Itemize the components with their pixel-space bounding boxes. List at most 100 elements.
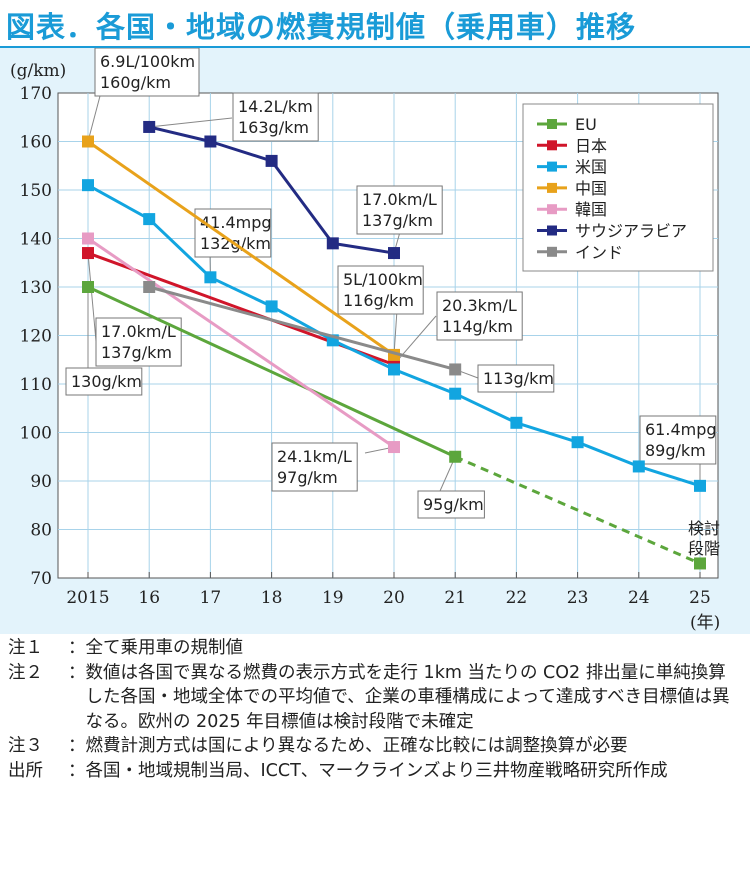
callout-text: 163g/km — [238, 118, 309, 137]
callout-box — [271, 442, 358, 492]
callout-text: 17.0km/L — [101, 322, 176, 341]
callout: 5L/100km 116g/km — [337, 265, 424, 355]
data-point — [326, 237, 339, 250]
x-tick-label: 17 — [200, 588, 222, 608]
callout-text: 6.9L/100km — [100, 52, 195, 71]
note-separator: ： — [68, 736, 86, 757]
note-text: 燃費計測方式は国により異なるため、正確な比較には調整換算が必要 — [85, 736, 628, 757]
x-tick-label: 2015 — [66, 588, 109, 608]
legend-label: サウジアラビア — [575, 222, 687, 241]
data-point — [694, 479, 706, 492]
x-tick-label: 23 — [567, 588, 589, 608]
callout-text: 137g/km — [101, 343, 172, 362]
callout-text: 14.2L/km — [238, 97, 313, 116]
series — [82, 135, 400, 361]
y-tick-label: 90 — [30, 472, 52, 492]
callout-box — [194, 208, 272, 258]
note-label: 出所 — [8, 760, 43, 781]
callout-text: 89g/km — [645, 441, 706, 460]
callout-text: 17.0km/L — [362, 190, 437, 209]
callout-leader — [87, 253, 97, 342]
legend-label: 中国 — [575, 179, 607, 198]
note-text: 全て乗用車の規制値 — [85, 638, 244, 658]
data-point — [143, 213, 156, 226]
series-line — [87, 285, 456, 459]
x-tick-label: 19 — [322, 588, 344, 608]
callout-text: 検討 — [688, 519, 720, 538]
title-bar: 図表．各国・地域の燃費規制値（乗用車）推移 — [0, 0, 750, 49]
x-tick-label: 21 — [444, 588, 466, 608]
callout-text: 114g/km — [442, 317, 513, 336]
x-tick-label: 24 — [628, 588, 650, 608]
data-point — [82, 232, 94, 245]
callout: 20.3km/L 114g/km — [393, 291, 523, 365]
series — [143, 120, 400, 260]
callout-text: 5L/100km — [343, 270, 423, 289]
data-point — [388, 363, 400, 376]
callout-text: 24.1km/L — [277, 447, 352, 466]
callout-leader — [393, 309, 398, 355]
series-line-dashed — [454, 455, 701, 565]
x-tick-label: 22 — [506, 588, 528, 608]
legend-label: EU — [575, 115, 597, 134]
callout: 17.0km/L 137g/km — [87, 253, 182, 367]
callout-text: 61.4mpg — [645, 420, 717, 439]
series — [82, 179, 706, 492]
note-text: 数値は各国で異なる燃費の表示方式を走行 1km 当たりの CO2 排出量に単純換… — [85, 662, 730, 732]
legend-marker — [547, 140, 557, 151]
data-point — [449, 450, 462, 463]
x-tick-label: 25 — [689, 588, 711, 608]
data-point — [571, 436, 584, 449]
series — [143, 281, 462, 376]
y-tick-label: 80 — [30, 521, 52, 541]
callout-text: 113g/km — [483, 369, 554, 388]
callout: 130g/km — [65, 287, 143, 396]
legend-marker — [547, 204, 557, 215]
series — [82, 232, 400, 454]
chart-area: 70 80 90 100 110 120 130 140 150 160 170 2015 16 17 18… — [0, 48, 750, 634]
data-point — [265, 300, 278, 313]
data-point — [204, 135, 217, 148]
callout: 14.2L/km 163g/km — [149, 92, 319, 142]
callout-text: 116g/km — [343, 291, 414, 310]
callout-text: 20.3km/L — [442, 296, 517, 315]
callout-text: 97g/km — [277, 468, 338, 487]
y-tick-label: 110 — [20, 375, 52, 395]
legend-marker — [547, 246, 557, 257]
note-label: 注３ — [8, 736, 43, 757]
callout: 6.9L/100km 160g/km — [87, 48, 200, 142]
page-title: 図表．各国・地域の燃費規制値（乗用車）推移 — [6, 10, 637, 44]
note-separator: ： — [68, 662, 86, 683]
x-tick-label: 18 — [261, 588, 283, 608]
callout-box — [639, 415, 717, 465]
callout: 17.0km/L 137g/km — [356, 185, 443, 254]
series-line — [148, 285, 456, 371]
callout-box — [232, 92, 319, 142]
data-point — [82, 247, 94, 260]
callout-text: 41.4mpg — [200, 213, 272, 232]
note-1: 注１ ： 全て乗用車の規制値 — [0, 636, 750, 661]
series-line — [87, 237, 395, 449]
y-tick-label: 100 — [20, 424, 52, 444]
notes-section: 注１ ： 全て乗用車の規制値 注２ ： 数値は各国で異なる燃費の表示方式を走行 … — [0, 636, 750, 889]
callout-leader — [393, 315, 437, 365]
data-point — [449, 363, 462, 376]
data-point — [388, 441, 400, 454]
x-unit-label: (年) — [690, 613, 720, 633]
callout-box — [356, 185, 443, 235]
x-tick-label: 16 — [138, 588, 160, 608]
callout-text: 段階 — [688, 539, 720, 558]
callout: 検討段階 — [688, 519, 720, 558]
y-tick-label: 170 — [20, 84, 52, 104]
series-line — [87, 140, 395, 357]
x-tick-label: 20 — [383, 588, 405, 608]
legend-marker — [547, 119, 557, 129]
callout-box — [436, 291, 523, 341]
callout-box — [477, 364, 555, 393]
callout-box — [95, 317, 182, 367]
data-point — [143, 120, 156, 133]
data-point — [82, 179, 94, 192]
legend-label: 韓国 — [575, 200, 607, 219]
legend-marker — [547, 225, 557, 236]
callout-box — [417, 490, 485, 519]
